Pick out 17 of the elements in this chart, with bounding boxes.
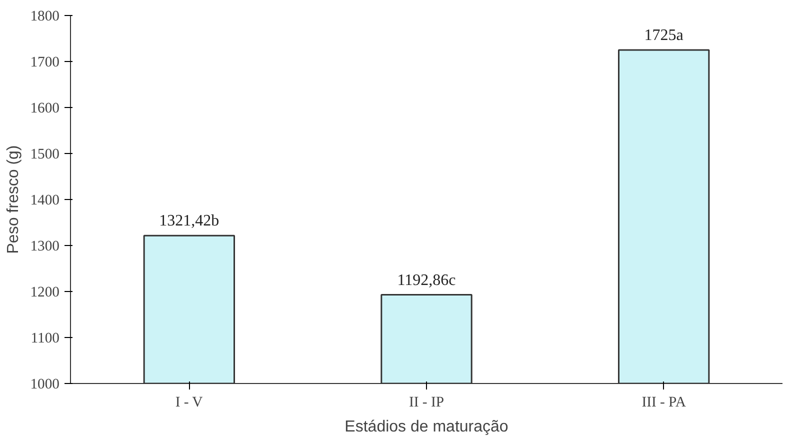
x-tick-label: II - IP [409, 394, 444, 410]
x-tick-label: I - V [175, 394, 204, 410]
y-tick-label: 1500 [30, 146, 60, 162]
y-tick-label: 1300 [30, 238, 60, 254]
y-tick-label: 1200 [30, 284, 60, 300]
y-tick-label: 1100 [30, 330, 60, 346]
x-tick-label: III - PA [642, 394, 686, 410]
data-label: 1321,42b [159, 212, 220, 230]
y-tick-label: 1000 [30, 376, 60, 392]
data-label: 1192,86c [397, 272, 456, 289]
y-tick-label: 1700 [30, 54, 60, 70]
y-tick-label: 1600 [30, 100, 60, 116]
y-axis-title: Peso fresco (g) [5, 145, 22, 254]
data-label: 1725a [644, 27, 684, 44]
x-axis-title: Estádios de maturação [344, 418, 508, 436]
y-tick-label: 1800 [30, 8, 60, 24]
y-tick-label: 1400 [30, 192, 60, 208]
